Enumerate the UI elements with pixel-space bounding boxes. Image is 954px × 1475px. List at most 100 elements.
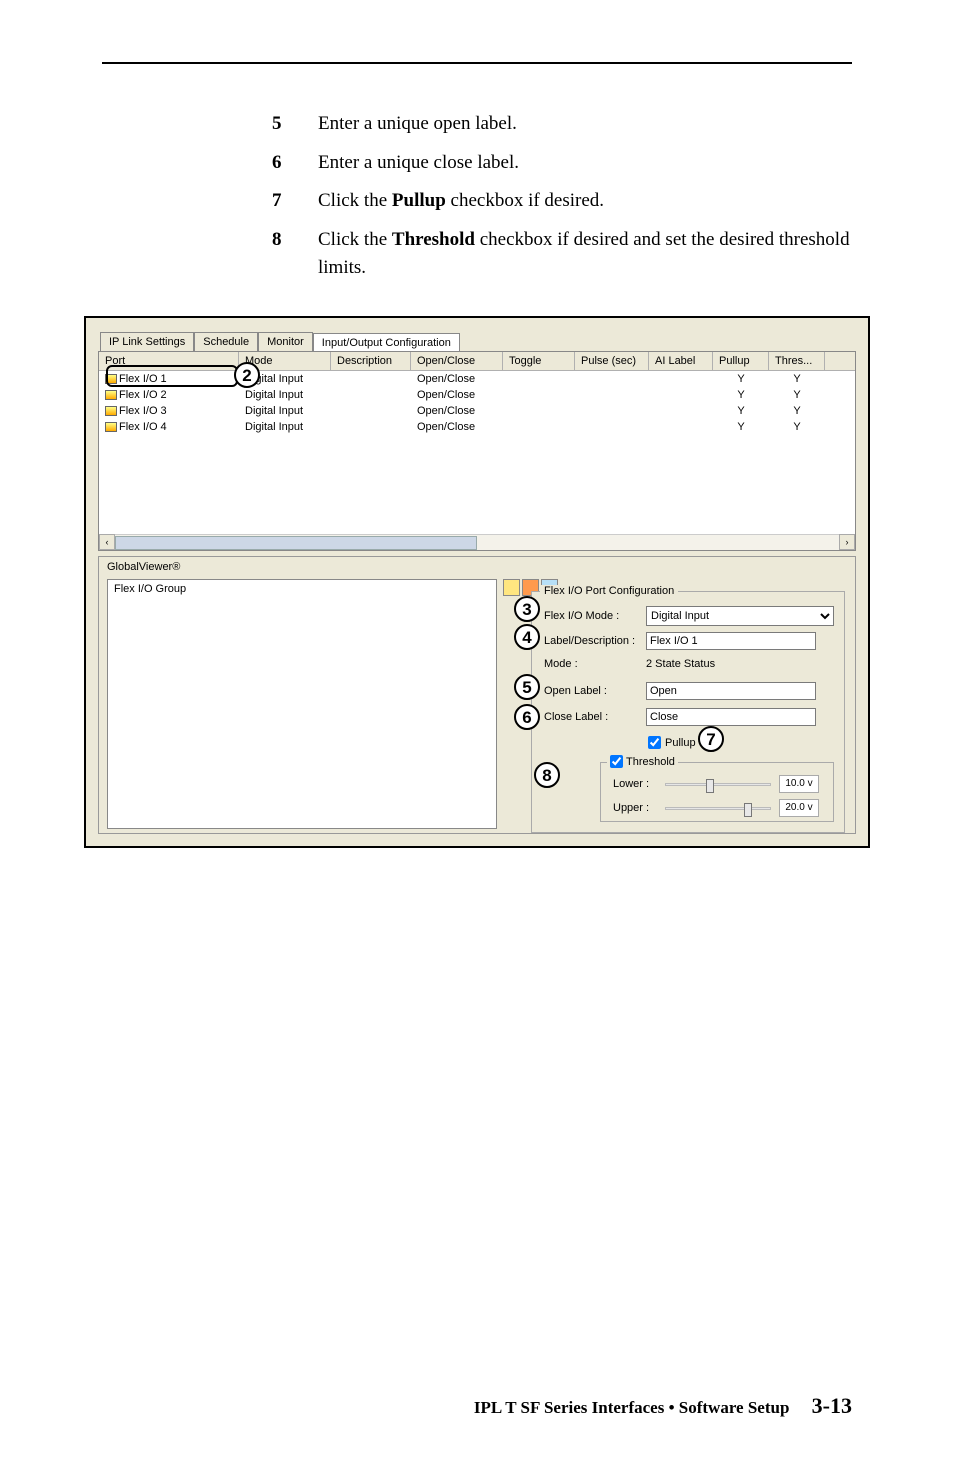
globalviewer-panel: GlobalViewer® Flex I/O Group Flex I/O Po…: [98, 556, 856, 834]
cell: Digital Input: [239, 405, 331, 417]
mode-label: Flex I/O Mode :: [544, 610, 646, 622]
bold: Threshold: [392, 229, 475, 250]
scrollbar-track[interactable]: [115, 534, 839, 550]
upper-slider-thumb[interactable]: [744, 803, 752, 817]
tab-strip: IP Link SettingsScheduleMonitorInput/Out…: [100, 332, 460, 351]
row-state-mode: Mode : 2 State Status: [544, 658, 715, 670]
cell: Open/Close: [411, 389, 503, 401]
column-header[interactable]: Toggle: [503, 352, 575, 370]
row-description: Label/Description :: [544, 632, 816, 650]
step-7: 7 Click the Pullup checkbox if desired.: [272, 187, 852, 216]
cell: Y: [769, 421, 825, 433]
lower-value: 10.0 v: [779, 775, 819, 793]
row-mode: Flex I/O Mode : Digital Input: [544, 606, 834, 626]
column-header[interactable]: Thres...: [769, 352, 825, 370]
top-rule: [102, 62, 852, 64]
row-open-label: Open Label :: [544, 682, 816, 700]
upper-label: Upper :: [613, 802, 657, 814]
table-row[interactable]: Flex I/O 4Digital InputOpen/CloseYY: [99, 419, 855, 435]
prefix: Click the: [318, 190, 392, 211]
callout-8: 8: [534, 762, 560, 788]
tab-monitor[interactable]: Monitor: [258, 332, 313, 351]
step-6: 6 Enter a unique close label.: [272, 149, 852, 178]
cell: Y: [769, 373, 825, 385]
threshold-label: Threshold: [626, 756, 675, 768]
scrollbar-thumb[interactable]: [115, 536, 477, 550]
cell: Flex I/O 2: [99, 389, 239, 401]
lower-slider[interactable]: [665, 783, 771, 786]
table-row[interactable]: Flex I/O 1Digital InputOpen/CloseYY: [99, 371, 855, 387]
globalviewer-label: GlobalViewer®: [107, 561, 180, 573]
prefix: Click the: [318, 229, 392, 250]
callout-6: 6: [514, 704, 540, 730]
callout-5: 5: [514, 674, 540, 700]
instruction-content: 5 Enter a unique open label. 6 Enter a u…: [272, 110, 852, 293]
column-header[interactable]: Description: [331, 352, 411, 370]
column-header[interactable]: Pulse (sec): [575, 352, 649, 370]
port-icon: [105, 390, 117, 400]
pullup-label: Pullup: [665, 737, 696, 749]
step-num: 7: [272, 187, 318, 216]
close-input[interactable]: [646, 708, 816, 726]
step-num: 8: [272, 226, 318, 283]
scrollbar-left-arrow[interactable]: ‹: [99, 534, 115, 550]
lower-slider-thumb[interactable]: [706, 779, 714, 793]
step-text: Click the Threshold checkbox if desired …: [318, 226, 852, 283]
cell: Flex I/O 1: [99, 373, 239, 385]
cell: Open/Close: [411, 405, 503, 417]
callout-4: 4: [514, 624, 540, 650]
mode-select[interactable]: Digital Input: [646, 606, 834, 626]
row-lower: Lower : 10.0 v: [613, 775, 819, 793]
open-label: Open Label :: [544, 685, 646, 697]
callout-3: 3: [514, 596, 540, 622]
column-header[interactable]: Pullup: [713, 352, 769, 370]
tab-input-output-configuration[interactable]: Input/Output Configuration: [313, 333, 460, 352]
new-folder-icon[interactable]: [503, 579, 520, 596]
bold: Pullup: [392, 190, 446, 211]
tab-schedule[interactable]: Schedule: [194, 332, 258, 351]
cell: Y: [769, 389, 825, 401]
step-text: Click the Pullup checkbox if desired.: [318, 187, 852, 216]
cell: Flex I/O 3: [99, 405, 239, 417]
footer-title: IPL T SF Series Interfaces • Software Se…: [474, 1398, 790, 1417]
row-close-label: Close Label :: [544, 708, 816, 726]
callout-7: 7: [698, 726, 724, 752]
open-input[interactable]: [646, 682, 816, 700]
port-icon: [105, 422, 117, 432]
text: Enter a unique close label.: [318, 152, 519, 173]
text: Enter a unique open label.: [318, 113, 517, 134]
threshold-checkbox[interactable]: [610, 755, 623, 768]
scrollbar-right-arrow[interactable]: ›: [839, 534, 855, 550]
state-value: 2 State Status: [646, 658, 715, 670]
desc-input[interactable]: [646, 632, 816, 650]
step-8: 8 Click the Threshold checkbox if desire…: [272, 226, 852, 283]
lower-label: Lower :: [613, 778, 657, 790]
tab-ip-link-settings[interactable]: IP Link Settings: [100, 332, 194, 351]
config-screenshot: IP Link SettingsScheduleMonitorInput/Out…: [84, 316, 870, 848]
step-num: 5: [272, 110, 318, 139]
callout-2: 2: [234, 362, 260, 388]
table-row[interactable]: Flex I/O 2Digital InputOpen/CloseYY: [99, 387, 855, 403]
port-config-group: Flex I/O Port Configuration Flex I/O Mod…: [531, 591, 845, 833]
footer-page: 3-13: [812, 1393, 852, 1418]
group-tree[interactable]: Flex I/O Group: [107, 579, 497, 829]
upper-slider[interactable]: [665, 807, 771, 810]
column-header[interactable]: Port: [99, 352, 239, 370]
port-icon: [105, 406, 117, 416]
step-text: Enter a unique open label.: [318, 110, 852, 139]
suffix: checkbox if desired.: [446, 190, 604, 211]
column-header[interactable]: Open/Close: [411, 352, 503, 370]
cell: Flex I/O 4: [99, 421, 239, 433]
row-upper: Upper : 20.0 v: [613, 799, 819, 817]
page-footer: IPL T SF Series Interfaces • Software Se…: [474, 1393, 852, 1419]
pullup-checkbox[interactable]: [648, 736, 661, 749]
step-num: 6: [272, 149, 318, 178]
cell: Y: [713, 405, 769, 417]
table-row[interactable]: Flex I/O 3Digital InputOpen/CloseYY: [99, 403, 855, 419]
desc-label: Label/Description :: [544, 635, 646, 647]
state-label: Mode :: [544, 658, 646, 670]
column-header[interactable]: AI Label: [649, 352, 713, 370]
cell: Open/Close: [411, 373, 503, 385]
upper-value: 20.0 v: [779, 799, 819, 817]
cell: Digital Input: [239, 389, 331, 401]
